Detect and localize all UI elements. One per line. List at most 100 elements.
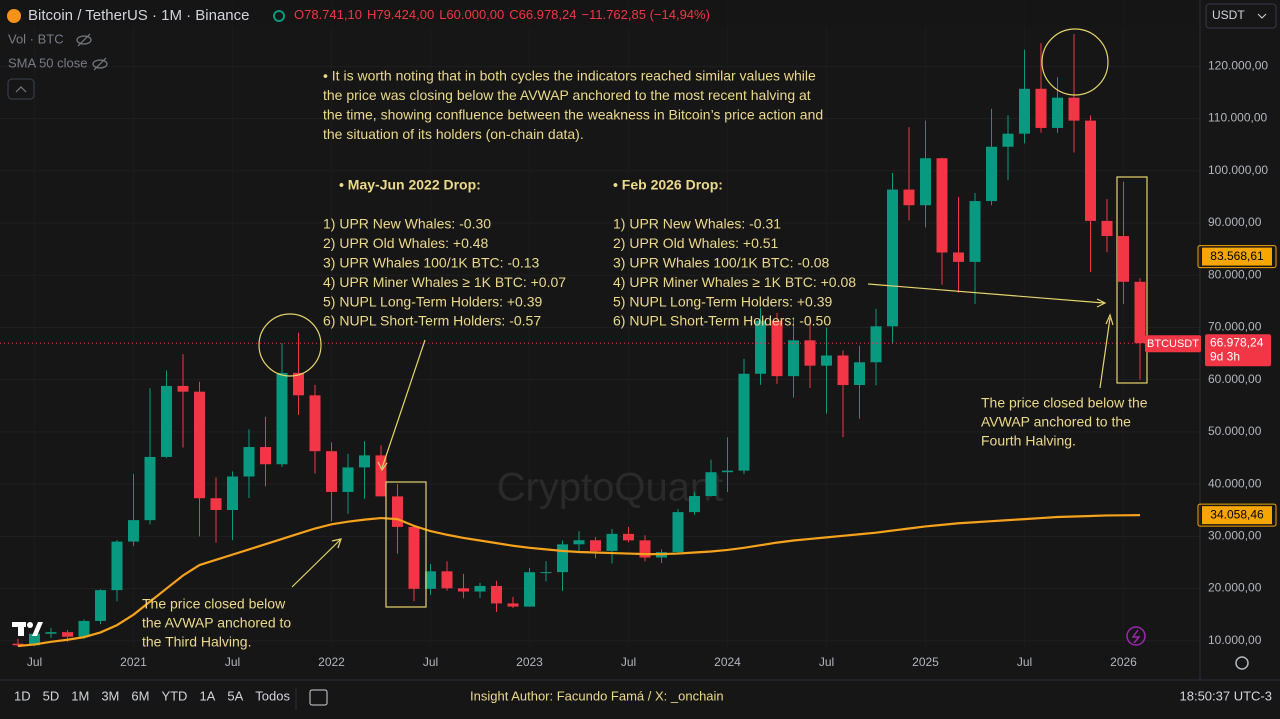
candle-body — [821, 355, 832, 366]
currency-button[interactable] — [1205, 3, 1277, 29]
annotations: • It is worth noting that in both cycles… — [142, 68, 1148, 650]
candle-body — [408, 526, 420, 589]
price-tag-label: 34.058,46 — [1210, 507, 1264, 521]
candle-body — [1101, 220, 1113, 237]
candle-body — [524, 572, 535, 607]
ohlc-item: L60.000,00 — [439, 7, 504, 22]
candle-body — [425, 571, 436, 589]
y-tick-label: 80.000,00 — [1208, 267, 1262, 281]
y-tick-label: 90.000,00 — [1208, 215, 1262, 229]
range-button[interactable]: 5A — [227, 688, 243, 703]
annotation-line: 6) NUPL Short-Term Holders: -0.50 — [613, 313, 831, 329]
x-tick-label: 2026 — [1110, 655, 1137, 669]
candle-body — [1068, 97, 1080, 121]
header-bg — [0, 0, 1200, 26]
candle-body — [771, 320, 783, 377]
highlight-circle — [258, 313, 322, 377]
highlight-circle — [1041, 28, 1109, 96]
candle-body — [870, 326, 882, 363]
annotation-line: 5) NUPL Long-Term Holders: +0.39 — [613, 293, 833, 309]
eye-slash — [93, 57, 107, 71]
x-tick-label: 2025 — [912, 655, 939, 669]
annotation-line: 3) UPR Whales 100/1K BTC: -0.13 — [323, 255, 540, 271]
range-button[interactable]: 5D — [43, 688, 60, 703]
x-tick-label: Jul — [225, 655, 240, 669]
indicator-label[interactable]: SMA 50 close — [8, 55, 88, 70]
flash-icon[interactable] — [1126, 626, 1146, 646]
price-tag — [1197, 245, 1277, 269]
candle-body — [606, 533, 618, 551]
eye-slash — [77, 33, 91, 47]
annotation-line: the price was closing below the AVWAP an… — [323, 87, 811, 103]
range-button[interactable]: 1M — [71, 688, 89, 703]
price-tag-fill — [1202, 247, 1272, 266]
symbol-tag — [1145, 335, 1201, 353]
y-tick-label: 10.000,00 — [1208, 633, 1262, 647]
price-tag-label: 83.568,61 — [1210, 249, 1264, 263]
candle-body — [78, 620, 90, 637]
collapse-button[interactable] — [7, 78, 35, 100]
settings-icon[interactable] — [1235, 656, 1249, 670]
candle-body — [29, 633, 40, 646]
logo-part — [27, 622, 33, 628]
annotation-line: The price closed below the — [981, 395, 1148, 411]
candle-body — [953, 252, 964, 262]
date-range-icon[interactable] — [309, 689, 328, 706]
last-price-tag — [1205, 334, 1271, 367]
range-button[interactable]: 1A — [199, 688, 215, 703]
candle-body — [1002, 133, 1014, 147]
candle-body — [1019, 88, 1030, 134]
range-button[interactable]: 3M — [101, 688, 119, 703]
range-button[interactable]: Todos — [255, 688, 290, 703]
candle-body — [590, 540, 601, 551]
y-tick-label: 110.000,00 — [1208, 111, 1267, 125]
candle-body — [738, 373, 750, 471]
annotation-line: 1) UPR New Whales: -0.30 — [323, 216, 491, 232]
candle-body — [689, 496, 700, 513]
symbol-icon — [7, 9, 21, 23]
candle-body — [128, 520, 139, 542]
y-tick-label: 20.000,00 — [1208, 581, 1262, 595]
arrow — [867, 283, 1105, 304]
arrow — [381, 339, 426, 469]
arrow-head — [1096, 298, 1107, 308]
range-button[interactable]: 1D — [14, 688, 31, 703]
annotation-title: • May-Jun 2022 Drop: — [339, 177, 481, 193]
arrow — [291, 539, 341, 588]
annotation-line: 4) UPR Miner Whales ≥ 1K BTC: +0.07 — [323, 274, 566, 290]
candle-body — [507, 603, 519, 607]
annotation-line: The price closed below — [142, 596, 286, 612]
annotation-line: 4) UPR Miner Whales ≥ 1K BTC: +0.08 — [613, 274, 856, 290]
annotation-shapes — [258, 28, 1148, 608]
candle-body — [705, 472, 717, 497]
candle-body — [62, 632, 73, 637]
candle-body — [276, 372, 288, 465]
x-tick-label: 2021 — [120, 655, 147, 669]
y-tick-label: 120.000,00 — [1208, 58, 1268, 72]
clock[interactable]: 18:50:37 UTC-3 — [1180, 688, 1273, 703]
annotation-line: the time, showing confluence between the… — [323, 107, 823, 123]
candle-body — [177, 385, 189, 392]
candle-body — [260, 447, 271, 465]
candle-body — [936, 158, 948, 253]
candle-body — [986, 146, 997, 202]
eye-icon[interactable] — [76, 35, 92, 45]
x-tick-label: Jul — [423, 655, 438, 669]
candle-body — [639, 540, 651, 558]
currency[interactable]: USDT — [1212, 8, 1245, 22]
symbol-title[interactable]: Bitcoin / TetherUS · 1M · Binance — [28, 7, 249, 24]
indicator-label[interactable]: Vol · BTC — [8, 31, 64, 46]
candle-body — [95, 590, 106, 621]
candle-body — [903, 189, 915, 206]
dropdown-arrow — [1257, 13, 1267, 19]
x-tick-label: 2024 — [714, 655, 741, 669]
annotation-line: 2) UPR Old Whales: +0.51 — [613, 235, 779, 251]
range-button[interactable]: YTD — [161, 688, 187, 703]
candle-body — [887, 189, 898, 327]
range-button[interactable]: 6M — [131, 688, 149, 703]
symbol-tag-label: BTCUSDT — [1147, 338, 1199, 350]
candle-body — [804, 340, 816, 366]
price-tag-fill — [1202, 506, 1272, 525]
eye-icon[interactable] — [92, 59, 108, 69]
candle-body — [672, 512, 684, 553]
